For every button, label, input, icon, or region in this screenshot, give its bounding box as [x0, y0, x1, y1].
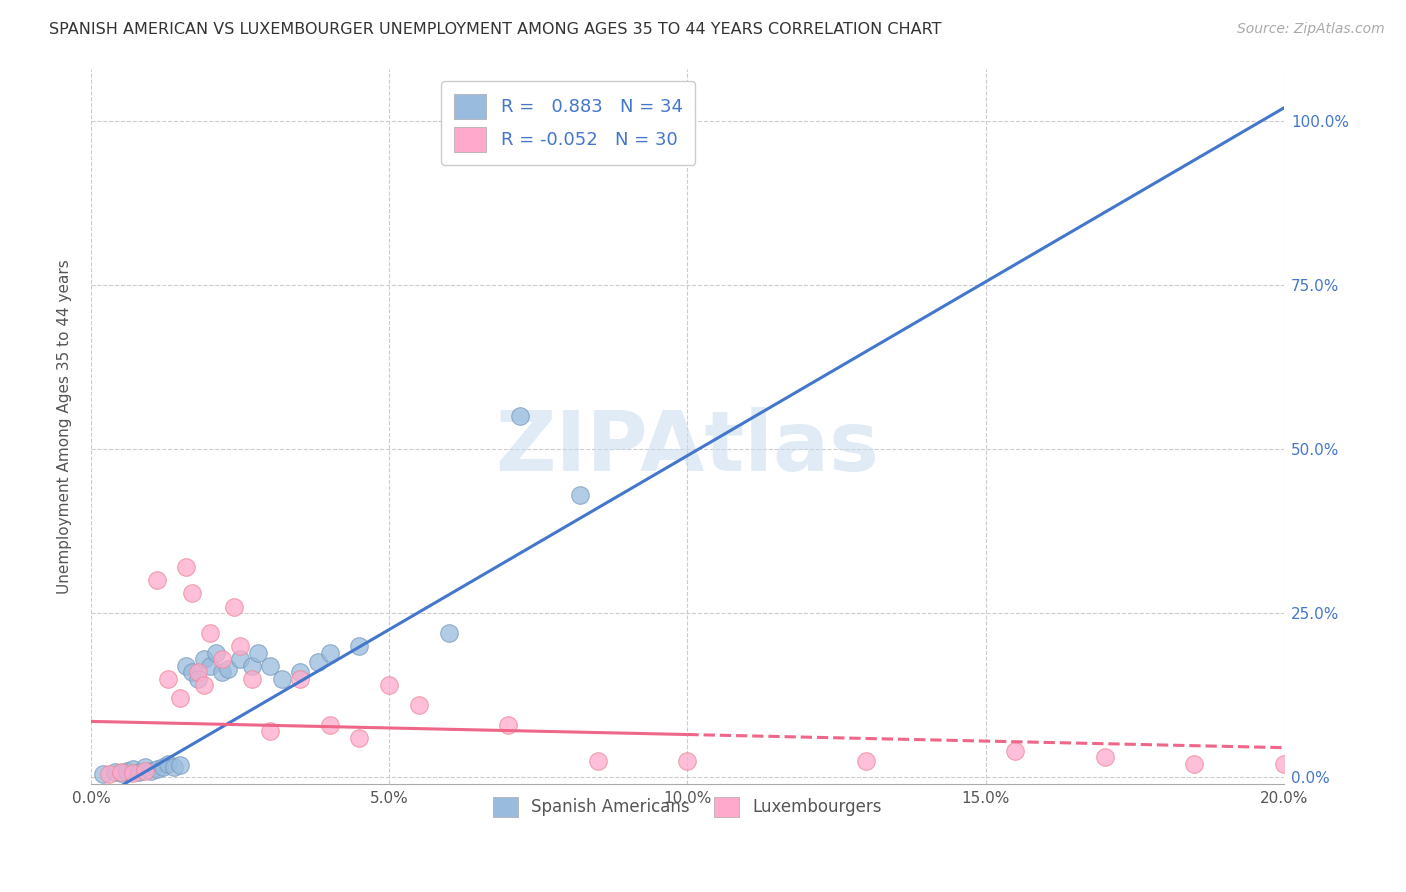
Point: [288, 665, 311, 680]
Point: [1094, 750, 1116, 764]
Point: [193, 652, 215, 666]
Point: [200, 625, 222, 640]
Point: [437, 625, 460, 640]
Point: [676, 754, 699, 768]
Point: [181, 665, 204, 680]
Point: [134, 764, 156, 778]
Legend: Spanish Americans, Luxembourgers: Spanish Americans, Luxembourgers: [484, 789, 890, 825]
Point: [288, 672, 311, 686]
Point: [246, 646, 269, 660]
Point: [176, 658, 198, 673]
Point: [217, 662, 239, 676]
Point: [91, 767, 114, 781]
Point: [110, 764, 132, 779]
Point: [128, 764, 150, 779]
Point: [270, 672, 292, 686]
Point: [200, 658, 222, 673]
Point: [569, 488, 592, 502]
Point: [157, 757, 180, 772]
Point: [229, 652, 252, 666]
Point: [115, 764, 138, 778]
Point: [205, 646, 228, 660]
Point: [211, 665, 233, 680]
Point: [498, 717, 520, 731]
Point: [187, 672, 209, 686]
Point: [139, 764, 162, 778]
Point: [229, 639, 252, 653]
Point: [408, 698, 430, 712]
Y-axis label: Unemployment Among Ages 35 to 44 years: Unemployment Among Ages 35 to 44 years: [58, 259, 72, 593]
Point: [169, 758, 191, 772]
Point: [176, 560, 198, 574]
Text: SPANISH AMERICAN VS LUXEMBOURGER UNEMPLOYMENT AMONG AGES 35 TO 44 YEARS CORRELAT: SPANISH AMERICAN VS LUXEMBOURGER UNEMPLO…: [49, 22, 942, 37]
Point: [240, 658, 263, 673]
Point: [349, 731, 371, 745]
Point: [97, 767, 120, 781]
Point: [259, 658, 281, 673]
Point: [181, 586, 204, 600]
Point: [222, 599, 245, 614]
Point: [163, 760, 186, 774]
Point: [349, 639, 371, 653]
Point: [259, 724, 281, 739]
Point: [121, 762, 143, 776]
Point: [121, 766, 143, 780]
Point: [307, 656, 329, 670]
Point: [134, 760, 156, 774]
Point: [378, 678, 401, 692]
Point: [145, 574, 167, 588]
Point: [586, 754, 609, 768]
Point: [1004, 744, 1026, 758]
Point: [240, 672, 263, 686]
Point: [169, 691, 191, 706]
Text: Source: ZipAtlas.com: Source: ZipAtlas.com: [1237, 22, 1385, 37]
Point: [157, 672, 180, 686]
Point: [152, 760, 174, 774]
Point: [318, 646, 340, 660]
Point: [211, 652, 233, 666]
Point: [318, 717, 340, 731]
Text: ZIPAtlas: ZIPAtlas: [495, 407, 879, 488]
Point: [509, 409, 531, 424]
Point: [1184, 757, 1206, 772]
Point: [110, 766, 132, 780]
Point: [145, 762, 167, 776]
Point: [855, 754, 877, 768]
Point: [1272, 757, 1295, 772]
Point: [193, 678, 215, 692]
Point: [104, 764, 127, 779]
Point: [187, 665, 209, 680]
